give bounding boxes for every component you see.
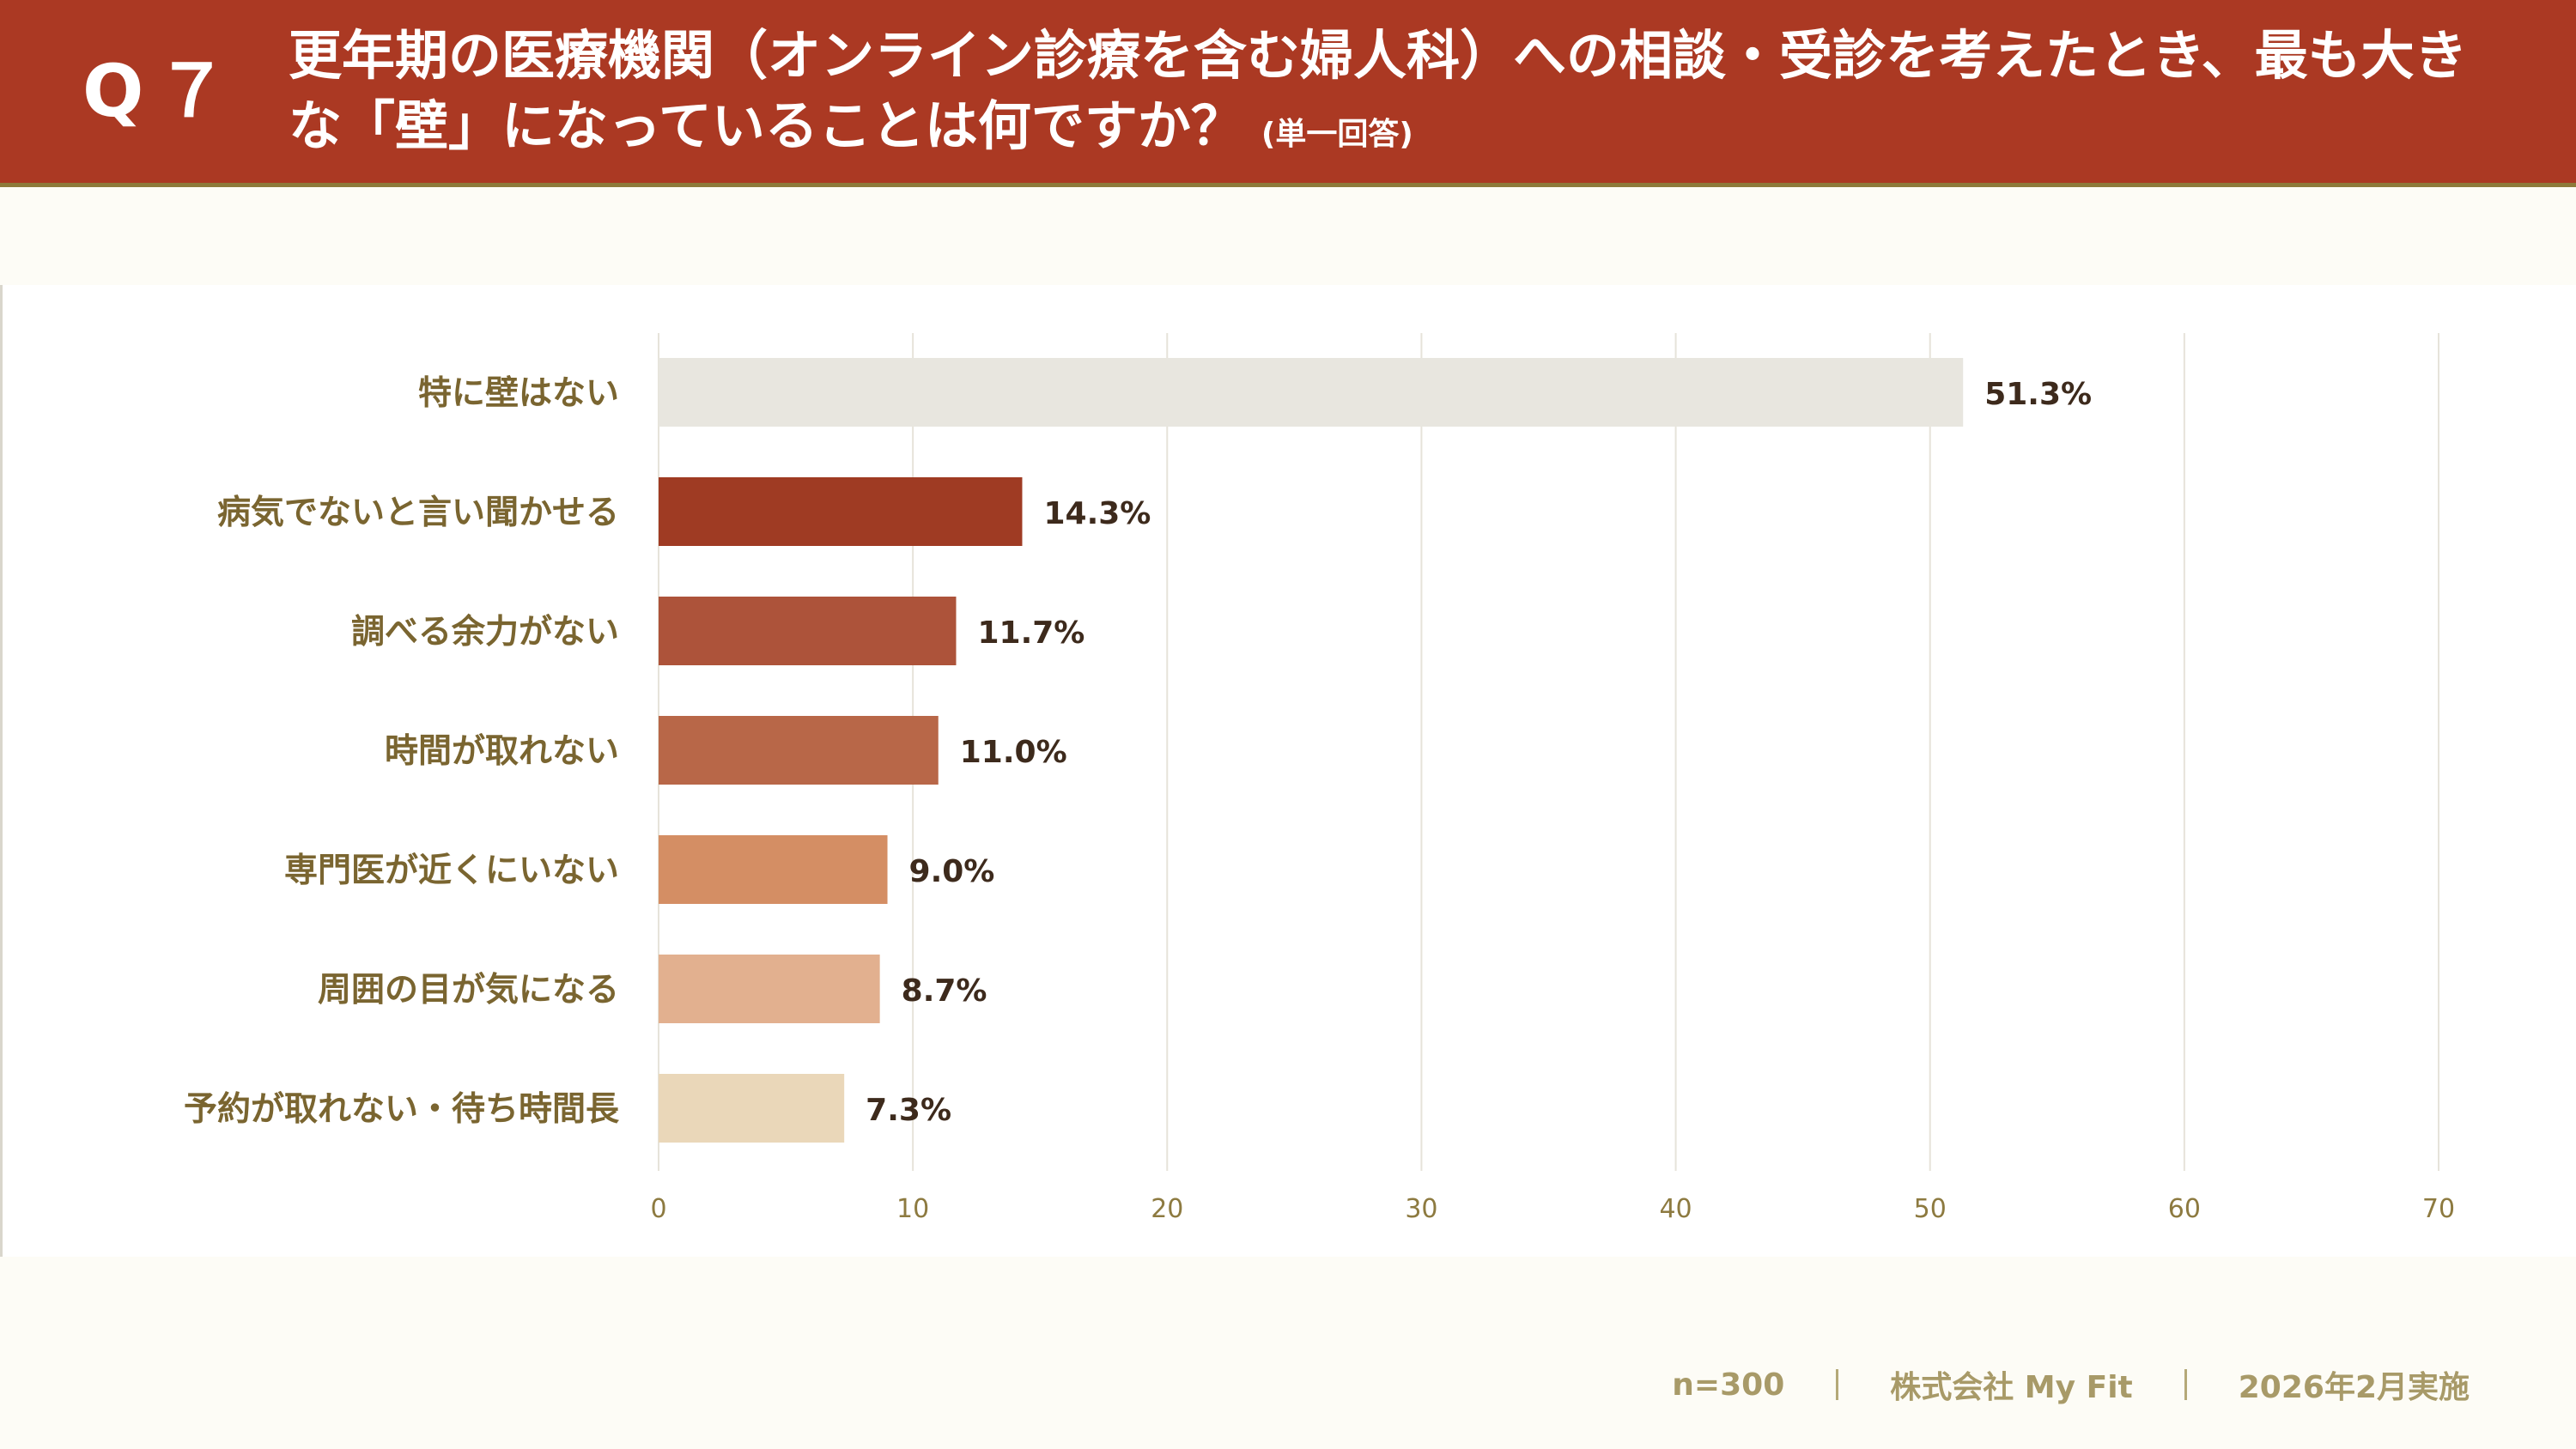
x-tick-label: 70	[2422, 1194, 2455, 1224]
footer-separator	[2184, 1369, 2187, 1400]
value-label: 11.0%	[960, 735, 1067, 770]
value-label: 8.7%	[902, 973, 987, 1009]
question-header: Q７ 更年期の医療機関（オンライン診療を含む婦人科）への相談・受診を考えたとき、…	[0, 0, 2576, 187]
bar-chart: 0 10 20 30 40 50 60 70 特に壁はない 51.3% 病気でないと言い聞かせる 14…	[184, 333, 2455, 1224]
x-tick-label: 50	[1914, 1194, 1947, 1224]
value-label: 9.0%	[909, 854, 995, 889]
value-label: 51.3%	[1984, 377, 2092, 412]
value-label: 7.3%	[866, 1093, 951, 1128]
category-label: 病気でないと言い聞かせる	[217, 494, 619, 532]
x-tick-label: 40	[1659, 1194, 1692, 1224]
bar	[659, 1074, 845, 1143]
value-label: 11.7%	[977, 615, 1084, 651]
footer: n=300 株式会社 My Fit 2026年2月実施	[1672, 1363, 2470, 1406]
company-name: 株式会社 My Fit	[1890, 1370, 2133, 1405]
category-label: 予約が取れない・待ち時間長	[184, 1090, 620, 1129]
bar	[659, 358, 1964, 427]
sample-size: n=300	[1672, 1367, 1785, 1403]
bar	[659, 716, 939, 785]
bar	[659, 597, 957, 665]
question-number: Q７	[82, 49, 240, 133]
bar	[659, 955, 880, 1023]
category-label: 特に壁はない	[418, 374, 619, 413]
bar	[659, 835, 888, 904]
category-label: 周囲の目が気になる	[318, 971, 619, 1009]
question-text: 更年期の医療機関（オンライン診療を含む婦人科）への相談・受診を考えたとき、最も大…	[289, 24, 2468, 157]
survey-date: 2026年2月実施	[2238, 1370, 2470, 1405]
x-tick-label: 30	[1405, 1194, 1437, 1224]
value-label: 14.3%	[1043, 496, 1151, 531]
category-label: 時間が取れない	[385, 732, 619, 771]
chart-panel: 0 10 20 30 40 50 60 70 特に壁はない 51.3% 病気でないと言い聞かせる 14…	[0, 285, 2576, 1257]
x-tick-label: 20	[1151, 1194, 1183, 1224]
x-tick-label: 10	[896, 1194, 929, 1224]
footer-separator	[1836, 1369, 1839, 1400]
answer-type-note: (単一回答)	[1261, 117, 1413, 152]
category-label: 専門医が近くにいない	[284, 852, 619, 890]
category-label: 調べる余力がない	[351, 613, 619, 652]
x-tick-label: 0	[650, 1194, 666, 1224]
bar	[659, 477, 1023, 546]
x-tick-label: 60	[2168, 1194, 2201, 1224]
question-title: 更年期の医療機関（オンライン診療を含む婦人科）への相談・受診を考えたとき、最も大…	[289, 21, 2487, 170]
